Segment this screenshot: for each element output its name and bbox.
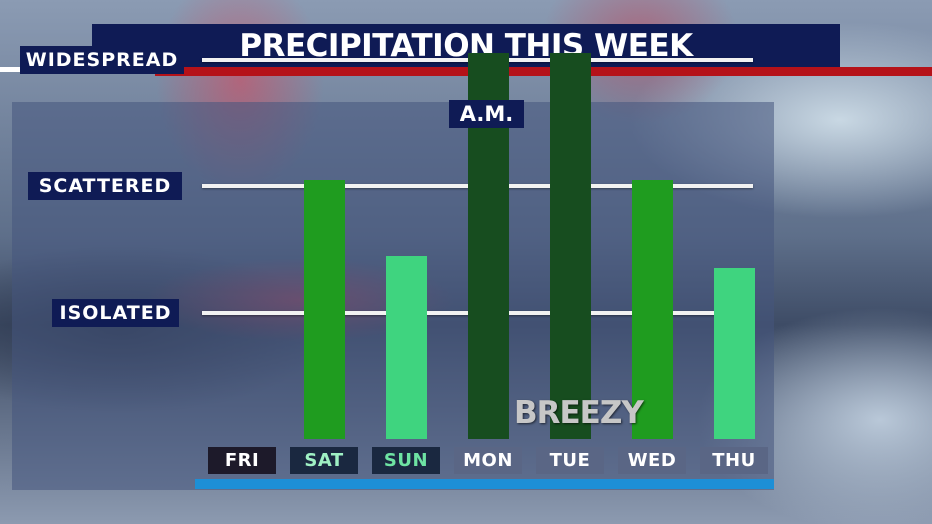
- day-label-tue: TUE: [536, 447, 604, 474]
- day-label-sun: SUN: [372, 447, 440, 474]
- day-label-wed: WED: [618, 447, 686, 474]
- day-label-fri: FRI: [208, 447, 276, 474]
- day-label-thu: THU: [700, 447, 768, 474]
- level-label-isolated: ISOLATED: [52, 299, 179, 327]
- level-label-scattered: SCATTERED: [28, 172, 182, 200]
- bar-wed: [632, 180, 673, 439]
- bar-tue: [550, 53, 591, 439]
- day-label-mon: MON: [454, 447, 522, 474]
- bar-sun: [386, 256, 427, 439]
- am-annotation: A.M.: [449, 100, 524, 128]
- accent-rule-red: [155, 67, 932, 76]
- chart-baseline-strip: [195, 479, 774, 489]
- bar-sat: [304, 180, 345, 439]
- breezy-annotation: BREEZY: [514, 395, 644, 431]
- page-title: PRECIPITATION THIS WEEK: [239, 27, 693, 64]
- day-label-sat: SAT: [290, 447, 358, 474]
- level-label-widespread: WIDESPREAD: [20, 46, 184, 74]
- bar-thu: [714, 268, 755, 439]
